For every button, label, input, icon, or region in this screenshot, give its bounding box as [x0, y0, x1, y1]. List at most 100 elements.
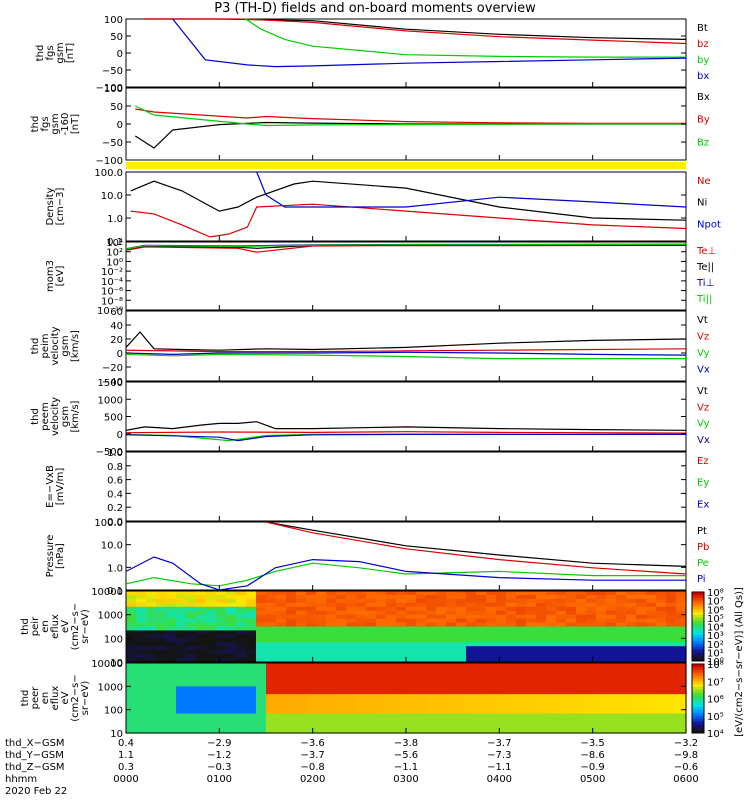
heatmap-cell: [616, 611, 627, 616]
heatmap-cell: [626, 646, 637, 651]
heatmap-cell: [436, 603, 447, 608]
heatmap-cell: [546, 595, 557, 600]
heatmap-cell: [226, 634, 237, 639]
heatmap-cell: [306, 675, 317, 679]
heatmap-cell: [516, 627, 527, 632]
heatmap-cell: [446, 599, 457, 604]
heatmap-cell: [646, 603, 657, 608]
heatmap-cell: [456, 623, 467, 628]
heatmap-cell: [326, 591, 337, 596]
heatmap-cell: [486, 725, 497, 729]
heatmap-cell: [316, 725, 327, 729]
heatmap-cell: [466, 650, 477, 655]
heatmap-cell: [406, 599, 417, 604]
heatmap-cell: [426, 642, 437, 647]
heatmap-cell: [276, 667, 287, 671]
heatmap-cell: [586, 690, 597, 694]
heatmap-cell: [476, 650, 487, 655]
heatmap-cell: [126, 595, 137, 600]
series-line-Bt: [145, 19, 686, 39]
heatmap-cell: [206, 619, 217, 624]
heatmap-cell: [296, 607, 307, 612]
heatmap-cell: [456, 667, 467, 671]
heatmap-cell: [466, 646, 477, 651]
heatmap-cell: [636, 650, 647, 655]
heatmap-cell: [566, 686, 577, 690]
heatmap-cell: [186, 694, 197, 698]
heatmap-cell: [346, 615, 357, 620]
heatmap-cell: [406, 690, 417, 694]
heatmap-cell: [356, 725, 367, 729]
heatmap-cell: [196, 679, 207, 683]
heatmap-cell: [616, 634, 627, 639]
heatmap-cell: [156, 627, 167, 632]
heatmap-cell: [576, 698, 587, 702]
legend-item: Te⊥: [696, 246, 716, 257]
heatmap-cell: [156, 607, 167, 612]
heatmap-cell: [426, 646, 437, 651]
heatmap-cell: [156, 654, 167, 659]
heatmap-cell: [226, 646, 237, 651]
y-tick-label: 1000: [98, 395, 123, 406]
heatmap-cell: [486, 710, 497, 714]
heatmap-cell: [146, 686, 157, 690]
heatmap-cell: [566, 663, 577, 667]
heatmap-cell: [226, 671, 237, 675]
heatmap-cell: [386, 654, 397, 659]
heatmap-cell: [336, 615, 347, 620]
colorbar-tick-label: 10⁶: [707, 695, 724, 706]
heatmap-cell: [506, 603, 517, 608]
heatmap-cell: [496, 646, 507, 651]
heatmap-cell: [566, 607, 577, 612]
heatmap-cell: [176, 698, 187, 702]
heatmap-cell: [406, 667, 417, 671]
heatmap-cell: [486, 615, 497, 620]
heatmap-cell: [216, 717, 227, 721]
heatmap-cell: [426, 717, 437, 721]
heatmap-cell: [586, 698, 597, 702]
heatmap-cell: [206, 611, 217, 616]
heatmap-cell: [486, 607, 497, 612]
heatmap-cell: [456, 682, 467, 686]
y-axis-label: [nPa]: [55, 543, 66, 569]
heatmap-cell: [606, 679, 617, 683]
heatmap-cell: [226, 599, 237, 604]
heatmap-cell: [396, 717, 407, 721]
heatmap-cell: [256, 706, 267, 710]
heatmap-cell: [506, 706, 517, 710]
heatmap-cell: [476, 725, 487, 729]
x-axis-date: 2020 Feb 22: [5, 786, 67, 797]
heatmap-cell: [486, 611, 497, 616]
heatmap-cell: [566, 591, 577, 596]
heatmap-cell: [156, 615, 167, 620]
heatmap-cell: [306, 671, 317, 675]
heatmap-cell: [266, 603, 277, 608]
heatmap-cell: [676, 595, 687, 600]
heatmap-cell: [476, 623, 487, 628]
y-tick-label: −50: [102, 138, 123, 149]
colorbar-cell: [692, 724, 704, 727]
heatmap-cell: [266, 702, 277, 706]
heatmap-cell: [126, 615, 137, 620]
heatmap-cell: [546, 671, 557, 675]
heatmap-cell: [176, 675, 187, 679]
panel-fgs_dsl: [126, 88, 686, 160]
heatmap-cell: [356, 706, 367, 710]
heatmap-cell: [136, 623, 147, 628]
heatmap-cell: [326, 642, 337, 647]
heatmap-cell: [306, 694, 317, 698]
heatmap-cell: [536, 698, 547, 702]
heatmap-cell: [386, 721, 397, 725]
heatmap-cell: [286, 611, 297, 616]
heatmap-cell: [636, 694, 647, 698]
heatmap-cell: [556, 714, 567, 718]
series-line-Vt: [126, 422, 686, 431]
heatmap-cell: [376, 694, 387, 698]
heatmap-cell: [536, 599, 547, 604]
y-tick-label: −50: [102, 66, 123, 77]
heatmap-cell: [216, 603, 227, 608]
heatmap-cell: [546, 599, 557, 604]
heatmap-cell: [236, 686, 247, 690]
heatmap-cell: [306, 706, 317, 710]
heatmap-cell: [376, 679, 387, 683]
